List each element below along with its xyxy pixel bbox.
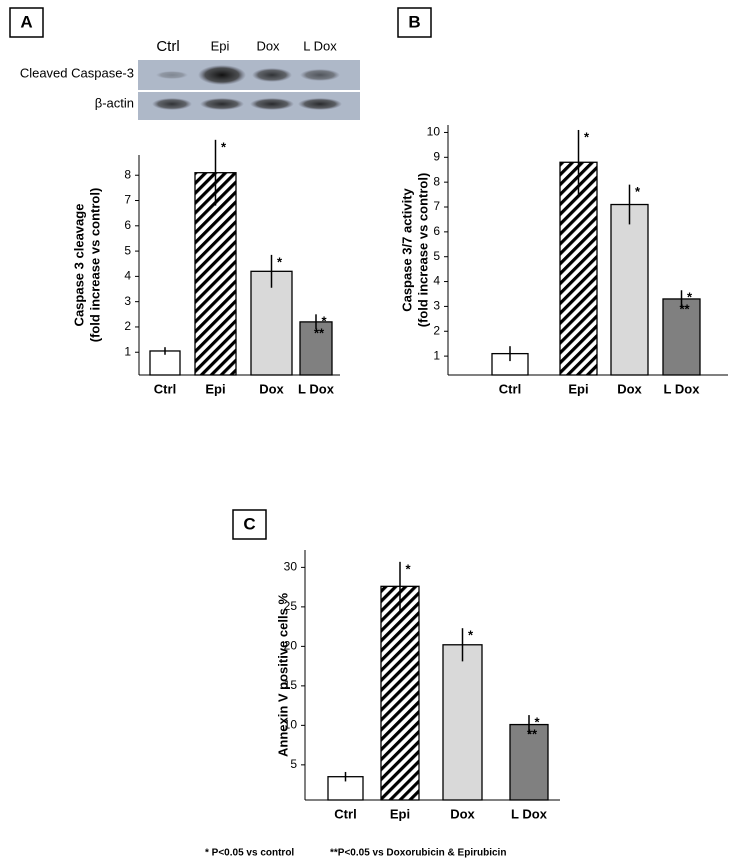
panel-label: B — [408, 12, 420, 31]
x-tick-label: Dox — [450, 806, 475, 821]
y-tick-label: 1 — [433, 348, 440, 362]
y-tick-label: 4 — [433, 274, 440, 288]
y-axis-label: (fold increase vs control) — [87, 188, 102, 343]
y-axis-label: (fold increase vs control) — [415, 173, 430, 328]
panel-label: A — [20, 12, 32, 31]
lane-label: L Dox — [303, 38, 337, 53]
bar — [380, 585, 420, 801]
significance: * — [584, 129, 590, 144]
y-tick-label: 1 — [124, 344, 131, 358]
x-tick-label: L Dox — [298, 381, 335, 396]
y-tick-label: 4 — [124, 269, 131, 283]
panel-box — [9, 7, 44, 38]
bar — [194, 172, 237, 376]
x-tick-label: Epi — [568, 381, 588, 396]
significance: ** — [527, 727, 538, 742]
y-tick-label: 7 — [433, 199, 440, 213]
y-tick-label: 25 — [284, 599, 298, 613]
y-axis-label: Caspase 3 cleavage — [71, 204, 86, 327]
x-tick-label: Dox — [259, 381, 284, 396]
lane-label: Epi — [211, 38, 230, 53]
significance: * — [687, 290, 693, 305]
significance: * — [321, 314, 327, 329]
x-tick-label: Dox — [617, 381, 642, 396]
panel-box — [232, 509, 267, 540]
y-axis-label: Annexin V positive cells % — [275, 593, 290, 757]
y-tick-label: 10 — [284, 718, 298, 732]
x-tick-label: Ctrl — [499, 381, 521, 396]
panel-label: C — [243, 514, 255, 533]
y-tick-label: 2 — [433, 323, 440, 337]
lane-label: Ctrl — [156, 38, 179, 55]
y-tick-label: 8 — [433, 174, 440, 188]
bar — [442, 644, 483, 801]
significance: * — [405, 561, 411, 576]
footnote: * P<0.05 vs control — [205, 848, 294, 859]
bar — [299, 321, 333, 376]
y-tick-label: 15 — [284, 678, 298, 692]
blot-row-label: β-actin — [95, 95, 134, 110]
western-blot — [138, 60, 360, 120]
significance: ** — [314, 326, 325, 341]
y-tick-label: 6 — [433, 224, 440, 238]
y-tick-label: 9 — [433, 149, 440, 163]
blot-row-label: Cleaved Caspase-3 — [20, 65, 134, 80]
significance: * — [534, 715, 540, 730]
y-tick-label: 7 — [124, 193, 131, 207]
significance: * — [468, 628, 474, 643]
bar — [250, 270, 293, 376]
y-tick-label: 5 — [433, 249, 440, 263]
y-tick-label: 30 — [284, 560, 298, 574]
y-tick-label: 5 — [124, 243, 131, 257]
panel-box — [397, 7, 432, 38]
lane-label: Dox — [256, 38, 280, 53]
significance: * — [277, 254, 283, 269]
y-tick-label: 3 — [433, 299, 440, 313]
x-tick-label: L Dox — [664, 381, 701, 396]
y-axis-label: Caspase 3/7 activity — [399, 187, 414, 311]
x-tick-label: Epi — [390, 806, 410, 821]
bar — [559, 161, 598, 376]
significance: * — [635, 184, 641, 199]
x-tick-label: L Dox — [511, 806, 548, 821]
y-tick-label: 8 — [124, 167, 131, 181]
x-tick-label: Ctrl — [154, 381, 176, 396]
y-tick-label: 5 — [290, 757, 297, 771]
x-tick-label: Epi — [205, 381, 225, 396]
y-tick-label: 3 — [124, 294, 131, 308]
significance: * — [221, 139, 227, 154]
y-tick-label: 20 — [284, 639, 298, 653]
footnote: **P<0.05 vs Doxorubicin & Epirubicin — [330, 848, 506, 859]
bar — [610, 203, 649, 376]
y-tick-label: 6 — [124, 218, 131, 232]
x-tick-label: Ctrl — [334, 806, 356, 821]
y-tick-label: 2 — [124, 319, 131, 333]
y-tick-label: 10 — [427, 125, 441, 139]
significance: ** — [679, 302, 690, 317]
